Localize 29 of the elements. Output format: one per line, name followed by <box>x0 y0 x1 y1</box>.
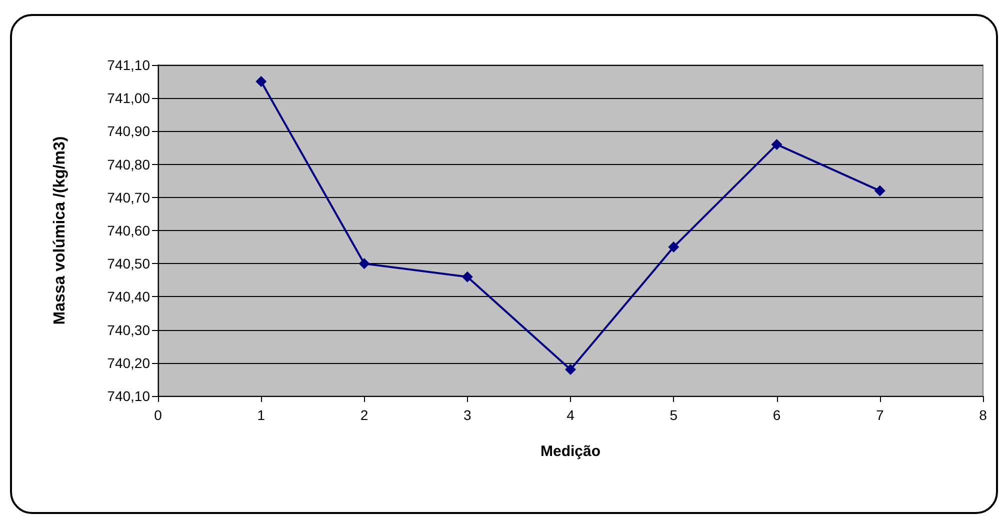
x-tick-label: 7 <box>876 407 884 423</box>
y-axis-title: Massa volúmica /(kg/m3) <box>52 136 68 325</box>
point <box>771 138 782 150</box>
point <box>358 258 370 270</box>
y-tick-label: 740,70 <box>107 189 150 206</box>
point <box>874 185 886 196</box>
y-tick-label: 740,30 <box>107 322 150 338</box>
x-axis-title: Medição <box>540 443 601 460</box>
y-tick-label: 740,50 <box>107 256 150 272</box>
y-tick-label: 740,90 <box>107 123 150 140</box>
y-tick-label: 740,60 <box>107 222 150 238</box>
y-tick-label: 740,40 <box>107 288 150 305</box>
x-tick-label: 1 <box>257 407 266 423</box>
x-tick-label: 8 <box>979 407 988 423</box>
point <box>565 364 576 376</box>
x-tick-label: 4 <box>566 407 575 423</box>
x-tick-label: 2 <box>360 407 368 423</box>
x-tick-label: 0 <box>154 407 162 423</box>
point <box>462 271 473 282</box>
x-tick-label: 5 <box>670 407 678 423</box>
y-tick-label: 741,10 <box>107 57 150 73</box>
x-tick-label: 6 <box>772 407 781 423</box>
x-tick-label: 3 <box>463 407 472 423</box>
y-tick-label: 741,00 <box>107 90 150 106</box>
y-tick-label: 740,10 <box>107 388 150 404</box>
y-tick-label: 740,20 <box>107 354 150 371</box>
y-tick-label: 740,80 <box>107 156 150 172</box>
point <box>256 76 267 88</box>
point <box>668 242 680 253</box>
